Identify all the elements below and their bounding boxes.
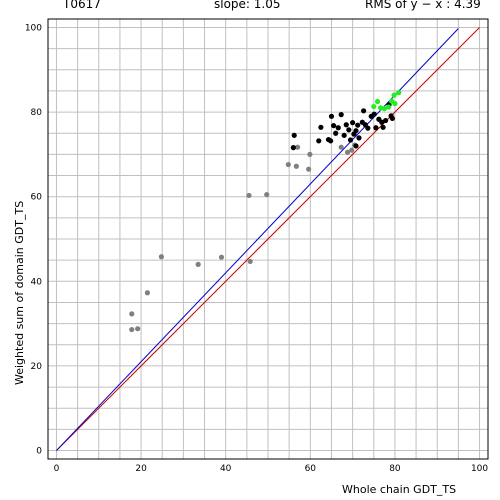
data-points	[129, 90, 402, 333]
data-point-black	[335, 125, 341, 131]
data-point-black	[380, 124, 386, 130]
data-point-gray	[135, 326, 141, 332]
plot-frame	[47, 18, 489, 460]
data-point-black	[365, 125, 371, 131]
data-point-black	[341, 132, 347, 138]
y-tick-label: 20	[31, 362, 43, 372]
data-point-black	[355, 122, 361, 128]
y-tick-label: 100	[25, 23, 42, 33]
data-point-black	[318, 124, 324, 130]
data-point-gray	[344, 149, 351, 155]
data-point-black	[373, 125, 379, 131]
data-point-gray	[349, 147, 355, 153]
x-tick-label: 60	[305, 464, 317, 474]
data-point-black	[343, 122, 349, 128]
data-point-black	[353, 128, 359, 134]
y-tick-label: 40	[31, 277, 43, 287]
data-point-black	[347, 137, 354, 143]
y-tick-label: 60	[31, 193, 43, 203]
data-point-green	[385, 104, 392, 110]
data-point-gray	[144, 290, 151, 296]
data-point-black	[356, 135, 362, 141]
data-point-gray	[158, 254, 164, 260]
data-point-black	[346, 127, 352, 133]
data-point-gray	[306, 166, 312, 172]
data-point-black	[371, 111, 377, 117]
data-point-gray	[264, 191, 270, 198]
slope-label: slope: 1.05	[214, 0, 281, 11]
y-axis-label: Weighted sum of domain GDT_TS	[13, 200, 26, 385]
data-point-black	[290, 145, 296, 151]
data-point-black	[330, 123, 337, 129]
x-axis-label: Whole chain GDT_TS	[342, 483, 457, 496]
data-point-green	[374, 98, 381, 105]
target-id-label: T0617	[63, 0, 101, 11]
data-point-black	[291, 132, 297, 138]
x-tick-label: 80	[389, 464, 401, 474]
data-point-green	[381, 106, 387, 112]
x-tick-label: 40	[220, 464, 232, 474]
data-point-gray	[295, 144, 301, 150]
data-point-gray	[218, 254, 225, 260]
data-point-black	[389, 115, 395, 122]
data-point-green	[392, 101, 398, 107]
grid-lines	[48, 19, 488, 459]
data-point-gray	[247, 258, 253, 265]
data-point-gray	[307, 151, 313, 157]
data-point-gray	[246, 192, 252, 199]
data-point-gray	[338, 144, 344, 150]
data-point-black	[383, 117, 389, 124]
data-point-green	[371, 103, 377, 110]
data-point-black	[350, 120, 356, 126]
data-point-green	[396, 90, 402, 96]
data-point-gray	[285, 161, 291, 168]
data-point-black	[333, 130, 339, 136]
x-tick-label: 100	[471, 464, 488, 474]
data-point-black	[328, 113, 335, 119]
data-point-gray	[195, 261, 201, 267]
data-point-black	[353, 143, 359, 149]
y-tick-label: 80	[31, 108, 43, 118]
data-point-black	[328, 138, 334, 144]
data-point-gray	[293, 163, 299, 169]
diagonal-line	[56, 27, 480, 451]
y-tick-label: 0	[36, 447, 42, 457]
data-point-black	[338, 112, 344, 118]
data-point-black	[316, 138, 322, 144]
data-point-green	[391, 92, 397, 98]
x-tick-label: 20	[135, 464, 147, 474]
data-point-gray	[129, 326, 135, 333]
x-tick-label: 0	[54, 464, 60, 474]
rms-label: RMS of y − x : 4.39	[365, 0, 481, 11]
tick-labels: 0 20 40 60 80 100 0 20 40 60 80 100	[25, 23, 489, 474]
data-point-black	[361, 108, 367, 114]
data-point-gray	[129, 311, 135, 317]
